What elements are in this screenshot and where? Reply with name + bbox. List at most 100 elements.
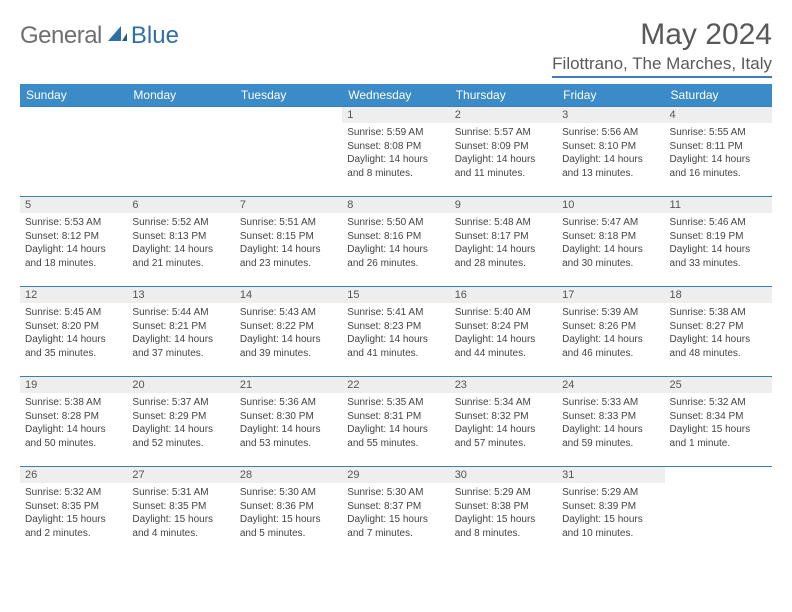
calendar-cell: 24Sunrise: 5:33 AMSunset: 8:33 PMDayligh… xyxy=(557,377,664,467)
calendar-cell: 31Sunrise: 5:29 AMSunset: 8:39 PMDayligh… xyxy=(557,467,664,557)
day-number: 1 xyxy=(342,107,449,123)
sail-icon xyxy=(106,24,128,49)
day-number: 11 xyxy=(665,197,772,213)
day-number: 5 xyxy=(20,197,127,213)
calendar-cell: 21Sunrise: 5:36 AMSunset: 8:30 PMDayligh… xyxy=(235,377,342,467)
day-details: Sunrise: 5:44 AMSunset: 8:21 PMDaylight:… xyxy=(127,303,234,364)
day-details: Sunrise: 5:56 AMSunset: 8:10 PMDaylight:… xyxy=(557,123,664,184)
day-number: 4 xyxy=(665,107,772,123)
day-details: Sunrise: 5:47 AMSunset: 8:18 PMDaylight:… xyxy=(557,213,664,274)
calendar-cell: 10Sunrise: 5:47 AMSunset: 8:18 PMDayligh… xyxy=(557,197,664,287)
day-number: 3 xyxy=(557,107,664,123)
calendar-week: 19Sunrise: 5:38 AMSunset: 8:28 PMDayligh… xyxy=(20,377,772,467)
day-details: Sunrise: 5:30 AMSunset: 8:37 PMDaylight:… xyxy=(342,483,449,544)
day-details: Sunrise: 5:46 AMSunset: 8:19 PMDaylight:… xyxy=(665,213,772,274)
calendar-cell xyxy=(665,467,772,557)
calendar-cell: 11Sunrise: 5:46 AMSunset: 8:19 PMDayligh… xyxy=(665,197,772,287)
day-header: Wednesday xyxy=(342,84,449,107)
day-number: 14 xyxy=(235,287,342,303)
day-details: Sunrise: 5:43 AMSunset: 8:22 PMDaylight:… xyxy=(235,303,342,364)
day-details: Sunrise: 5:33 AMSunset: 8:33 PMDaylight:… xyxy=(557,393,664,454)
day-number: 17 xyxy=(557,287,664,303)
logo-text-general: General xyxy=(20,22,102,50)
day-number: 13 xyxy=(127,287,234,303)
day-number: 6 xyxy=(127,197,234,213)
calendar-cell: 26Sunrise: 5:32 AMSunset: 8:35 PMDayligh… xyxy=(20,467,127,557)
calendar-cell: 3Sunrise: 5:56 AMSunset: 8:10 PMDaylight… xyxy=(557,107,664,197)
day-header: Friday xyxy=(557,84,664,107)
day-details: Sunrise: 5:48 AMSunset: 8:17 PMDaylight:… xyxy=(450,213,557,274)
calendar-cell: 19Sunrise: 5:38 AMSunset: 8:28 PMDayligh… xyxy=(20,377,127,467)
calendar-cell: 29Sunrise: 5:30 AMSunset: 8:37 PMDayligh… xyxy=(342,467,449,557)
calendar-cell: 22Sunrise: 5:35 AMSunset: 8:31 PMDayligh… xyxy=(342,377,449,467)
day-details: Sunrise: 5:32 AMSunset: 8:35 PMDaylight:… xyxy=(20,483,127,544)
day-number: 2 xyxy=(450,107,557,123)
calendar-cell: 12Sunrise: 5:45 AMSunset: 8:20 PMDayligh… xyxy=(20,287,127,377)
month-title: May 2024 xyxy=(552,18,772,52)
day-number: 28 xyxy=(235,467,342,483)
day-number: 26 xyxy=(20,467,127,483)
calendar-cell: 25Sunrise: 5:32 AMSunset: 8:34 PMDayligh… xyxy=(665,377,772,467)
day-details: Sunrise: 5:29 AMSunset: 8:38 PMDaylight:… xyxy=(450,483,557,544)
day-number: 20 xyxy=(127,377,234,393)
day-details: Sunrise: 5:51 AMSunset: 8:15 PMDaylight:… xyxy=(235,213,342,274)
day-details: Sunrise: 5:38 AMSunset: 8:27 PMDaylight:… xyxy=(665,303,772,364)
calendar-cell: 15Sunrise: 5:41 AMSunset: 8:23 PMDayligh… xyxy=(342,287,449,377)
calendar-cell: 6Sunrise: 5:52 AMSunset: 8:13 PMDaylight… xyxy=(127,197,234,287)
day-details: Sunrise: 5:31 AMSunset: 8:35 PMDaylight:… xyxy=(127,483,234,544)
day-number: 21 xyxy=(235,377,342,393)
logo-text-blue: Blue xyxy=(131,22,179,50)
day-details: Sunrise: 5:41 AMSunset: 8:23 PMDaylight:… xyxy=(342,303,449,364)
calendar-cell: 30Sunrise: 5:29 AMSunset: 8:38 PMDayligh… xyxy=(450,467,557,557)
day-header: Tuesday xyxy=(235,84,342,107)
calendar-cell: 16Sunrise: 5:40 AMSunset: 8:24 PMDayligh… xyxy=(450,287,557,377)
calendar-cell: 5Sunrise: 5:53 AMSunset: 8:12 PMDaylight… xyxy=(20,197,127,287)
day-number: 16 xyxy=(450,287,557,303)
day-details: Sunrise: 5:35 AMSunset: 8:31 PMDaylight:… xyxy=(342,393,449,454)
logo: General Blue xyxy=(20,18,179,50)
day-number: 9 xyxy=(450,197,557,213)
calendar-cell xyxy=(235,107,342,197)
header: General Blue May 2024 Filottrano, The Ma… xyxy=(20,18,772,78)
day-details: Sunrise: 5:29 AMSunset: 8:39 PMDaylight:… xyxy=(557,483,664,544)
calendar-week: 12Sunrise: 5:45 AMSunset: 8:20 PMDayligh… xyxy=(20,287,772,377)
day-details: Sunrise: 5:45 AMSunset: 8:20 PMDaylight:… xyxy=(20,303,127,364)
day-number: 22 xyxy=(342,377,449,393)
calendar-cell: 27Sunrise: 5:31 AMSunset: 8:35 PMDayligh… xyxy=(127,467,234,557)
day-number: 24 xyxy=(557,377,664,393)
calendar-cell xyxy=(127,107,234,197)
day-details: Sunrise: 5:59 AMSunset: 8:08 PMDaylight:… xyxy=(342,123,449,184)
calendar-cell: 4Sunrise: 5:55 AMSunset: 8:11 PMDaylight… xyxy=(665,107,772,197)
day-details: Sunrise: 5:34 AMSunset: 8:32 PMDaylight:… xyxy=(450,393,557,454)
day-number: 29 xyxy=(342,467,449,483)
day-header: Monday xyxy=(127,84,234,107)
day-details: Sunrise: 5:53 AMSunset: 8:12 PMDaylight:… xyxy=(20,213,127,274)
day-number: 25 xyxy=(665,377,772,393)
calendar-cell: 7Sunrise: 5:51 AMSunset: 8:15 PMDaylight… xyxy=(235,197,342,287)
location: Filottrano, The Marches, Italy xyxy=(552,54,772,78)
day-header: Saturday xyxy=(665,84,772,107)
day-details: Sunrise: 5:30 AMSunset: 8:36 PMDaylight:… xyxy=(235,483,342,544)
day-details: Sunrise: 5:36 AMSunset: 8:30 PMDaylight:… xyxy=(235,393,342,454)
day-number: 12 xyxy=(20,287,127,303)
calendar-week: 1Sunrise: 5:59 AMSunset: 8:08 PMDaylight… xyxy=(20,107,772,197)
calendar-cell: 9Sunrise: 5:48 AMSunset: 8:17 PMDaylight… xyxy=(450,197,557,287)
day-number: 30 xyxy=(450,467,557,483)
calendar-week: 5Sunrise: 5:53 AMSunset: 8:12 PMDaylight… xyxy=(20,197,772,287)
calendar-cell: 14Sunrise: 5:43 AMSunset: 8:22 PMDayligh… xyxy=(235,287,342,377)
day-number: 23 xyxy=(450,377,557,393)
calendar-week: 26Sunrise: 5:32 AMSunset: 8:35 PMDayligh… xyxy=(20,467,772,557)
day-details: Sunrise: 5:40 AMSunset: 8:24 PMDaylight:… xyxy=(450,303,557,364)
day-number: 19 xyxy=(20,377,127,393)
calendar-cell: 28Sunrise: 5:30 AMSunset: 8:36 PMDayligh… xyxy=(235,467,342,557)
day-header-row: SundayMondayTuesdayWednesdayThursdayFrid… xyxy=(20,84,772,107)
day-details: Sunrise: 5:32 AMSunset: 8:34 PMDaylight:… xyxy=(665,393,772,454)
day-details: Sunrise: 5:52 AMSunset: 8:13 PMDaylight:… xyxy=(127,213,234,274)
day-number: 8 xyxy=(342,197,449,213)
day-number: 27 xyxy=(127,467,234,483)
day-number: 10 xyxy=(557,197,664,213)
calendar-body: 1Sunrise: 5:59 AMSunset: 8:08 PMDaylight… xyxy=(20,107,772,557)
day-number: 15 xyxy=(342,287,449,303)
calendar-cell: 1Sunrise: 5:59 AMSunset: 8:08 PMDaylight… xyxy=(342,107,449,197)
day-number: 7 xyxy=(235,197,342,213)
